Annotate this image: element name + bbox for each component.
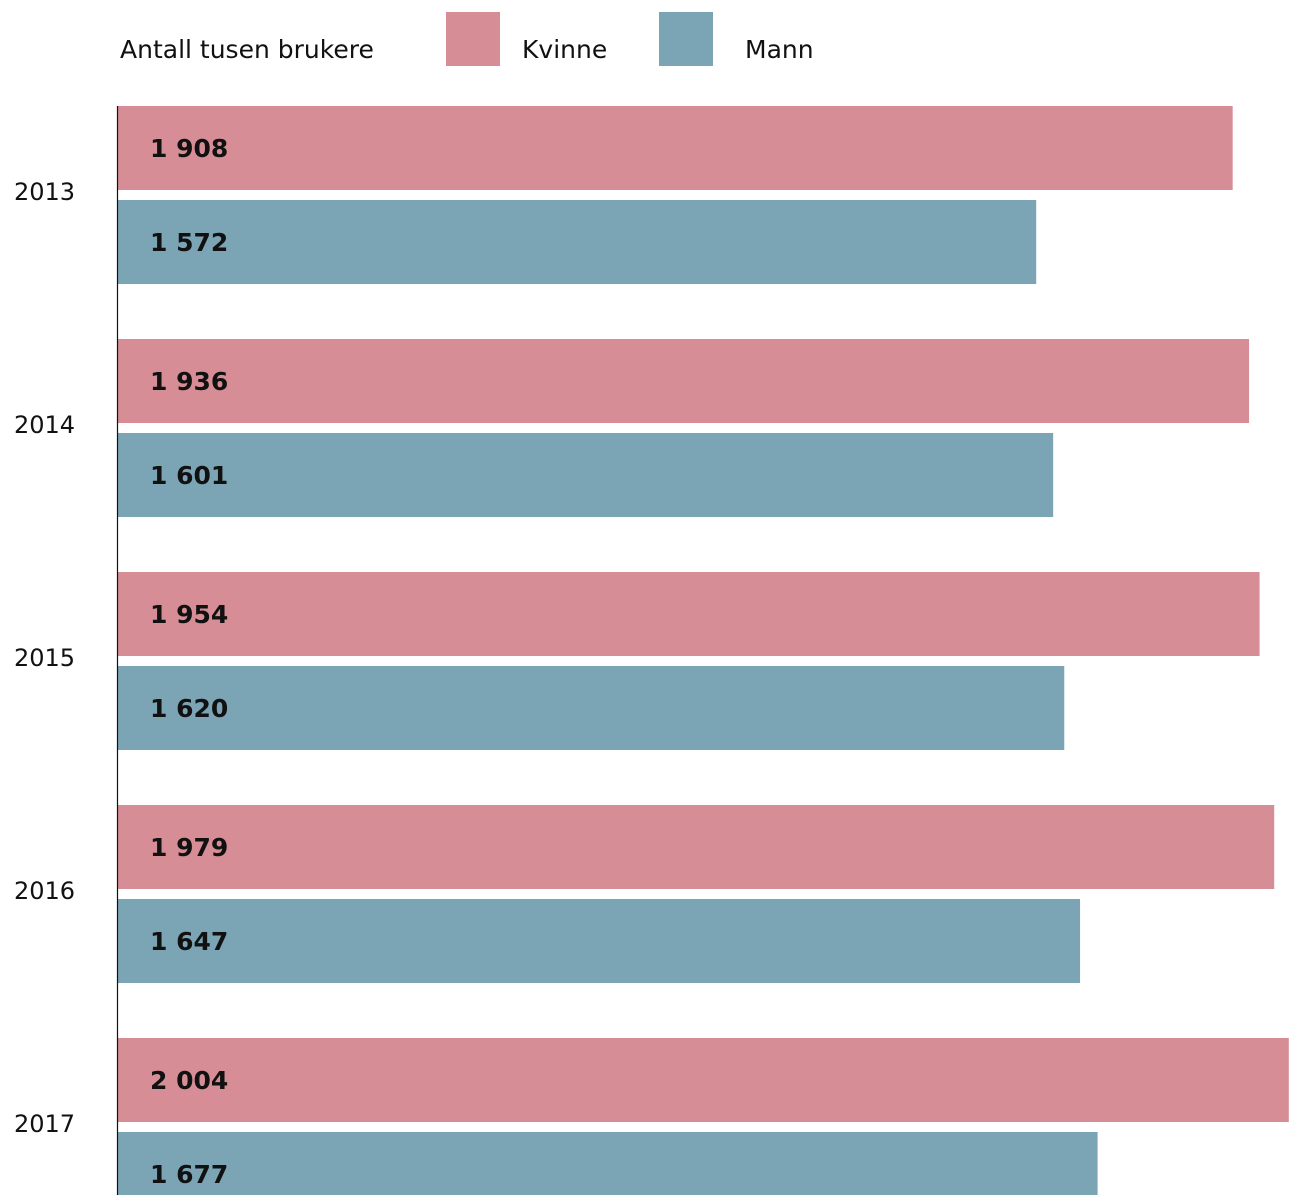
bar-kvinne-2013 (117, 106, 1233, 190)
category-label-2015: 2015 (14, 644, 75, 672)
legend-label-kvinne: Kvinne (522, 35, 607, 64)
category-label-2014: 2014 (14, 411, 75, 439)
bar-label-kvinne-2016: 1 979 (150, 833, 228, 862)
bar-mann-2016 (117, 899, 1081, 983)
bar-label-kvinne-2014: 1 936 (150, 367, 228, 396)
category-label-2016: 2016 (14, 877, 75, 905)
bar-label-mann-2016: 1 647 (150, 927, 228, 956)
bar-mann-2015 (117, 666, 1065, 750)
bar-label-mann-2017: 1 677 (150, 1160, 228, 1189)
bar-kvinne-2014 (117, 339, 1250, 423)
bar-mann-2017 (117, 1132, 1098, 1195)
chart-title: Antall tusen brukere (120, 35, 374, 64)
bar-kvinne-2015 (117, 572, 1260, 656)
category-label-2017: 2017 (14, 1110, 75, 1138)
bar-label-kvinne-2017: 2 004 (150, 1066, 228, 1095)
legend-swatch-mann (659, 12, 713, 66)
category-label-2013: 2013 (14, 178, 75, 206)
bar-label-mann-2015: 1 620 (150, 694, 228, 723)
plot-area: 1 908 1 572 2013 1 936 1 601 2014 1 954 1 620 20… (14, 106, 1289, 1195)
legend-label-mann: Mann (745, 35, 814, 64)
bar-mann-2014 (117, 433, 1054, 517)
legend-swatch-kvinne (446, 12, 500, 66)
bar-label-mann-2013: 1 572 (150, 228, 228, 257)
bar-label-kvinne-2013: 1 908 (150, 134, 228, 163)
bar-kvinne-2016 (117, 805, 1275, 889)
bar-mann-2013 (117, 200, 1037, 284)
bar-label-mann-2014: 1 601 (150, 461, 228, 490)
bar-label-kvinne-2015: 1 954 (150, 600, 228, 629)
legend: Antall tusen brukere Kvinne Mann (120, 12, 814, 66)
bar-kvinne-2017 (117, 1038, 1289, 1122)
